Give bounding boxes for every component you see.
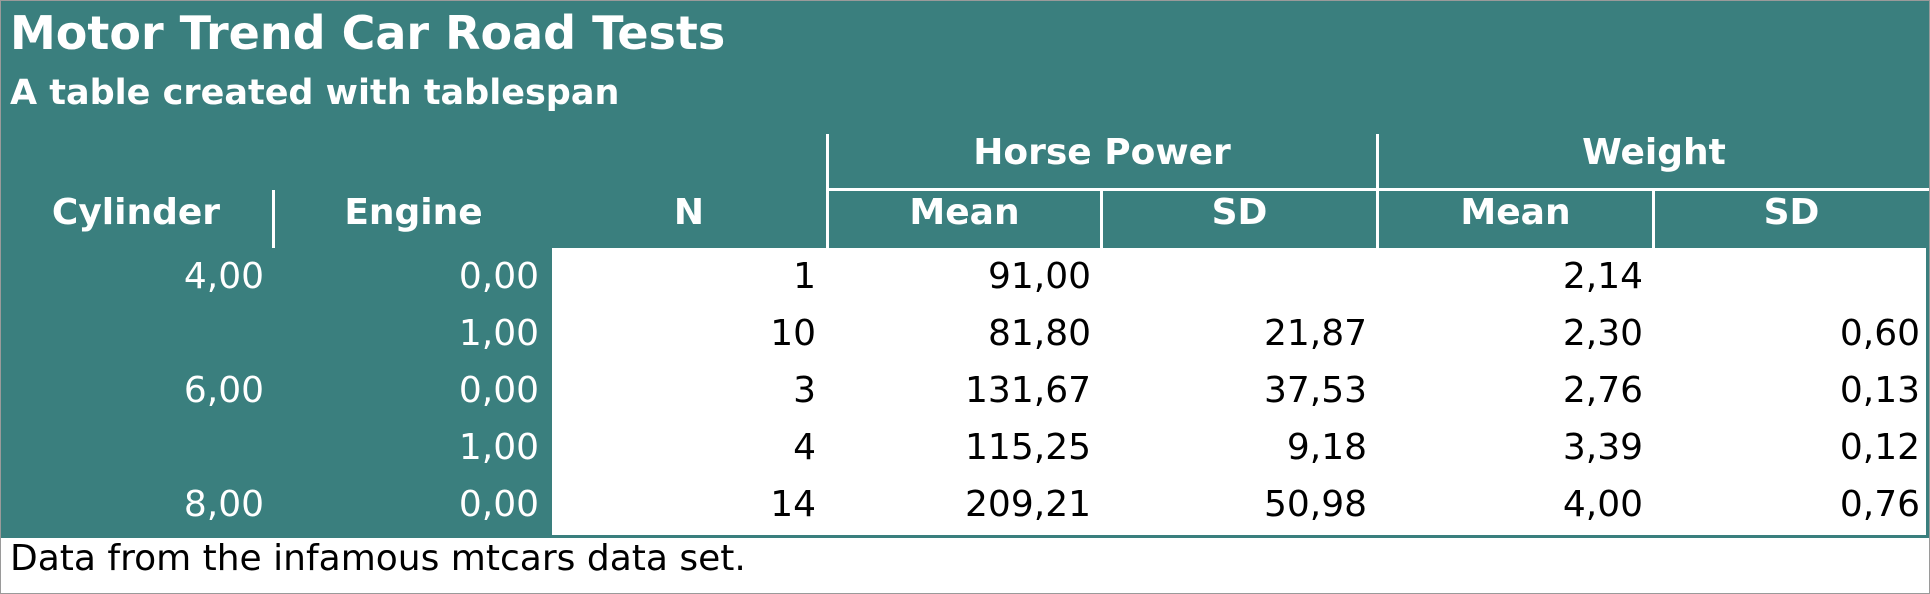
table-cell: 37,53 — [1263, 370, 1367, 411]
divider-hp-mean-sd — [1100, 190, 1103, 248]
table-cell: 0,60 — [1839, 313, 1920, 354]
table-cell: 0,13 — [1839, 370, 1920, 411]
table-cell: 2,14 — [1562, 256, 1643, 297]
table-cell: 0,00 — [458, 370, 539, 411]
table-cell: 81,80 — [987, 313, 1091, 354]
column-header-weight-mean: Mean — [1460, 192, 1571, 233]
table-bottom-rule — [0, 535, 1930, 538]
table-cell: 10 — [770, 313, 816, 354]
table-cell: 131,67 — [965, 370, 1091, 411]
divider-weight-mean-sd — [1652, 190, 1655, 248]
table-cell — [0, 305, 264, 362]
table-cell: 0,00 — [458, 484, 539, 525]
column-header-hp-sd: SD — [1211, 192, 1268, 233]
column-header-hp-mean: Mean — [909, 192, 1020, 233]
table-cell: 4,00 — [1562, 484, 1643, 525]
table-cell — [1655, 248, 1920, 305]
table-cell: 4,00 — [183, 256, 264, 297]
table-cell: 0,76 — [1839, 484, 1920, 525]
table-cell: 0,12 — [1839, 427, 1920, 468]
table-right-edge — [1926, 248, 1930, 538]
divider-n-hp — [826, 134, 829, 248]
table-cell: 1,00 — [458, 427, 539, 468]
table-subtitle: A table created with tablespan — [10, 73, 620, 113]
table-cell — [0, 419, 264, 476]
table-cell: 14 — [770, 484, 816, 525]
table-cell: 2,76 — [1562, 370, 1643, 411]
table-cell: 1 — [793, 256, 816, 297]
table-cell: 2,30 — [1562, 313, 1643, 354]
column-header-weight-sd: SD — [1763, 192, 1820, 233]
table-cell: 3 — [793, 370, 816, 411]
table-cell: 8,00 — [183, 484, 264, 525]
column-header-engine: Engine — [344, 192, 483, 233]
row-stub-background — [0, 248, 552, 536]
table-header-banner — [0, 0, 1930, 248]
spanner-underline-weight — [1379, 188, 1930, 191]
column-header-cylinder: Cylinder — [51, 192, 221, 233]
divider-hp-weight — [1376, 134, 1379, 248]
table-cell: 6,00 — [183, 370, 264, 411]
spanner-horse-power: Horse Power — [973, 132, 1231, 173]
divider-cylinder-engine — [272, 190, 275, 248]
table-cell: 50,98 — [1263, 484, 1367, 525]
table-title: Motor Trend Car Road Tests — [10, 6, 726, 60]
table-cell: 1,00 — [458, 313, 539, 354]
table-cell: 209,21 — [965, 484, 1091, 525]
column-header-n: N — [673, 192, 705, 233]
table-cell — [1103, 248, 1367, 305]
table-cell: 21,87 — [1263, 313, 1367, 354]
table-footnote: Data from the infamous mtcars data set. — [10, 538, 746, 579]
table-cell: 9,18 — [1286, 427, 1367, 468]
table-cell: 91,00 — [987, 256, 1091, 297]
spanner-weight: Weight — [1582, 132, 1726, 173]
table-cell: 3,39 — [1562, 427, 1643, 468]
spanner-underline-horse-power — [828, 188, 1376, 191]
table-cell: 115,25 — [965, 427, 1091, 468]
table-cell: 0,00 — [458, 256, 539, 297]
table-cell: 4 — [793, 427, 816, 468]
